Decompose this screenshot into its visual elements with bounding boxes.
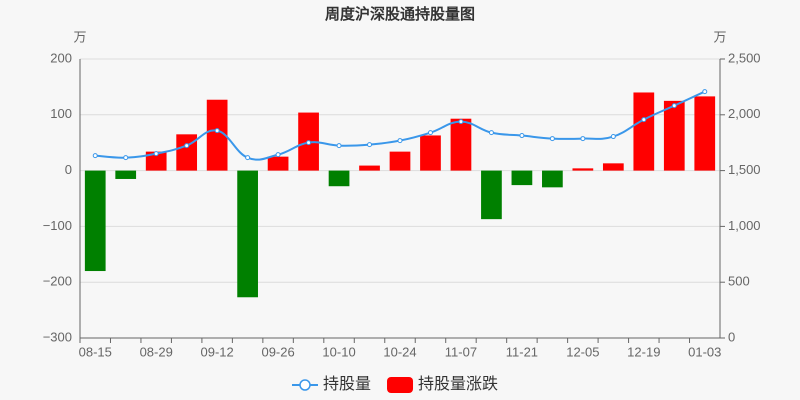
y-unit: 万	[73, 29, 86, 44]
bar	[572, 168, 594, 171]
bar	[206, 99, 228, 171]
y-tick-label: −100	[43, 218, 72, 233]
chart-title: 周度沪深股通持股量图	[325, 5, 475, 23]
bar	[237, 170, 258, 298]
line-point	[610, 134, 616, 140]
line-point	[245, 155, 251, 161]
bar	[542, 170, 563, 188]
bar	[633, 92, 655, 171]
bar	[115, 170, 137, 179]
bar	[267, 156, 289, 171]
y-tick-label: 200	[50, 50, 72, 65]
x-tick-label: 01-03	[688, 344, 721, 359]
line-point	[702, 89, 708, 95]
y-tick-label: −200	[43, 274, 72, 289]
bar	[389, 151, 411, 171]
y2-tick-label: 0	[728, 329, 735, 344]
bar	[481, 170, 502, 220]
line-point	[153, 151, 159, 157]
legend-label: 持股量	[323, 375, 371, 393]
line-point	[488, 130, 494, 136]
x-tick-label: 09-12	[201, 344, 234, 359]
bar	[145, 151, 167, 171]
bar	[694, 96, 716, 171]
bar	[176, 134, 198, 171]
x-tick-label: 12-19	[627, 344, 660, 359]
x-tick-label: 10-10	[322, 344, 355, 359]
x-tick-label: 11-21	[506, 344, 538, 359]
line-point	[519, 133, 525, 139]
x-tick-label: 08-15	[79, 344, 112, 359]
y2-tick-label: 1,000	[728, 218, 761, 233]
line-point	[580, 136, 586, 142]
x-tick-label: 10-24	[383, 344, 416, 359]
bar	[663, 100, 685, 171]
bar	[511, 170, 533, 186]
y2-tick-label: 2,500	[728, 50, 761, 65]
y2-tick-label: 500	[728, 274, 750, 289]
x-tick-label: 08-29	[140, 344, 173, 359]
bar	[450, 118, 472, 171]
x-tick-label: 11-07	[445, 344, 477, 359]
bar	[328, 170, 350, 187]
line-point	[549, 136, 555, 142]
line-point	[397, 138, 403, 144]
line-point	[641, 117, 647, 123]
bar	[602, 163, 624, 171]
legend-label: 持股量涨跌	[418, 375, 498, 393]
line-point	[427, 130, 433, 136]
line-point	[367, 142, 373, 148]
x-tick-label: 09-26	[261, 344, 294, 359]
y-tick-label: 100	[50, 106, 72, 121]
line-point	[92, 153, 98, 159]
line-point	[275, 152, 281, 158]
line-point	[458, 119, 464, 125]
line-point	[184, 143, 190, 149]
y2-tick-label: 1,500	[728, 162, 761, 177]
line-point	[306, 140, 312, 146]
x-tick-label: 12-05	[566, 344, 599, 359]
y-tick-label: −300	[43, 329, 72, 344]
line-point	[671, 103, 677, 109]
y-tick-label: 0	[65, 162, 72, 177]
y2-unit: 万	[713, 29, 726, 44]
bar	[84, 170, 106, 272]
line-point	[214, 128, 220, 134]
y2-tick-label: 2,000	[728, 106, 761, 121]
legend-marker	[299, 379, 311, 391]
line-point	[336, 143, 342, 149]
bar	[359, 165, 380, 171]
bar	[420, 135, 441, 171]
line-point	[123, 155, 129, 161]
legend-swatch	[387, 377, 414, 393]
